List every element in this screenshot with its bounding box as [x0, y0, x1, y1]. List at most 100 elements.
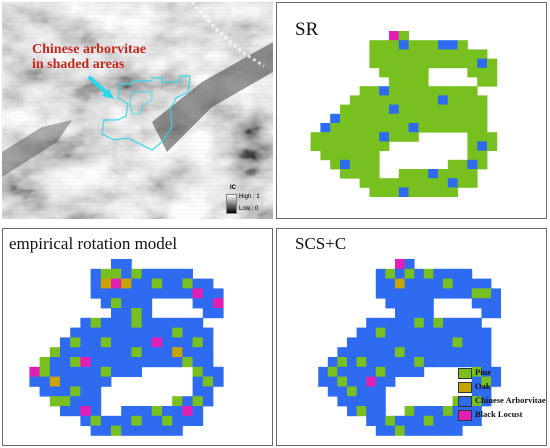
cell-pine	[379, 113, 390, 124]
cell-pine	[447, 123, 458, 133]
cell-arborvitae	[366, 317, 377, 328]
cell-arborvitae	[320, 123, 331, 133]
cell-arborvitae	[481, 396, 492, 407]
cell-pine	[428, 40, 439, 50]
cell-pine	[379, 104, 390, 115]
cell-arborvitae	[414, 347, 425, 358]
cell-arborvitae	[375, 386, 386, 397]
cell-pine	[477, 132, 488, 142]
cell-pine	[39, 357, 51, 368]
cell-arborvitae	[141, 317, 153, 328]
cell-pine	[340, 169, 351, 179]
cell-pine	[467, 123, 478, 133]
cell-arborvitae	[100, 288, 112, 299]
cell-pine	[375, 366, 386, 377]
cell-pine	[398, 104, 409, 115]
cell-pine	[477, 95, 488, 105]
cell-arborvitae	[375, 278, 386, 289]
cell-pine	[369, 86, 380, 96]
cell-pine	[408, 132, 419, 142]
cell-arborvitae	[327, 386, 338, 397]
cell-pine	[418, 187, 429, 197]
cell-arborvitae	[366, 327, 377, 338]
cell-arborvitae	[49, 386, 61, 397]
cell-pine	[349, 95, 360, 105]
annotation-line-2: in shaded areas	[32, 57, 125, 72]
cell-arborvitae	[347, 376, 357, 387]
cell-pine	[457, 169, 468, 179]
cell-arborvitae	[443, 337, 453, 348]
cell-pine	[369, 104, 380, 115]
cell-pine	[408, 58, 419, 69]
stand-outline	[101, 75, 191, 151]
cell-arborvitae	[438, 95, 449, 105]
cell-arborvitae	[471, 386, 482, 397]
cell-pine	[447, 58, 458, 69]
cell-arborvitae	[80, 415, 91, 426]
cell-arborvitae	[385, 288, 396, 299]
cell-pine	[340, 132, 351, 142]
cell-pine	[447, 49, 458, 59]
cell-pine	[408, 95, 419, 105]
cell-pine	[359, 169, 370, 179]
cell-pine	[349, 132, 360, 142]
cell-arborvitae	[423, 425, 434, 436]
cell-arborvitae	[90, 376, 102, 387]
cell-pine	[487, 141, 498, 151]
cell-arborvitae	[172, 406, 183, 417]
cell-pine	[111, 298, 122, 309]
cell-pine	[359, 95, 370, 105]
cell-pine	[389, 86, 400, 96]
cell-pine	[418, 77, 429, 87]
cell-arborvitae	[70, 406, 81, 417]
cell-arborvitae	[385, 366, 396, 377]
cell-arborvitae	[443, 425, 453, 436]
cell-arborvitae	[491, 366, 501, 377]
cell-arborvitae	[213, 308, 224, 319]
erm-map-panel: empirical rotation model	[2, 228, 273, 446]
cell-pine	[408, 40, 419, 50]
cell-pine	[457, 40, 468, 50]
cell-pine	[389, 123, 400, 133]
cell-arborvitae	[172, 357, 183, 368]
cell-pine	[389, 58, 400, 69]
cell-locust	[80, 357, 91, 368]
cell-arborvitae	[337, 386, 348, 397]
cell-pine	[447, 104, 458, 115]
cell-arborvitae	[462, 317, 473, 328]
cell-arborvitae	[60, 357, 71, 368]
cell-arborvitae	[471, 337, 482, 348]
cell-pine	[359, 113, 370, 124]
cell-arborvitae	[375, 406, 386, 417]
cell-pine	[337, 376, 348, 387]
cell-pine	[398, 169, 409, 179]
cell-arborvitae	[70, 396, 81, 407]
cell-pine	[457, 49, 468, 59]
cell-pine	[438, 187, 449, 197]
cell-pine	[359, 123, 370, 133]
cell-arborvitae	[375, 268, 386, 279]
cell-arborvitae	[375, 396, 386, 407]
cell-arborvitae	[428, 169, 439, 179]
cell-arborvitae	[395, 327, 405, 338]
cell-pine	[369, 169, 380, 179]
cell-pine	[447, 95, 458, 105]
cell-arborvitae	[121, 337, 132, 348]
cell-pine	[369, 141, 380, 151]
cell-arborvitae	[100, 376, 112, 387]
cell-arborvitae	[395, 366, 405, 377]
cell-pine	[408, 169, 419, 179]
cell-arborvitae	[141, 357, 153, 368]
cell-arborvitae	[90, 337, 102, 348]
cell-arborvitae	[452, 357, 463, 368]
cell-pine	[359, 141, 370, 151]
cell-arborvitae	[90, 366, 102, 377]
cell-arborvitae	[395, 317, 405, 328]
cell-pine	[477, 150, 488, 161]
cell-pine	[359, 178, 370, 188]
cell-arborvitae	[491, 288, 501, 299]
cell-locust	[111, 278, 122, 289]
cell-pine	[398, 77, 409, 87]
cell-arborvitae	[121, 268, 132, 279]
cell-arborvitae	[398, 187, 409, 197]
